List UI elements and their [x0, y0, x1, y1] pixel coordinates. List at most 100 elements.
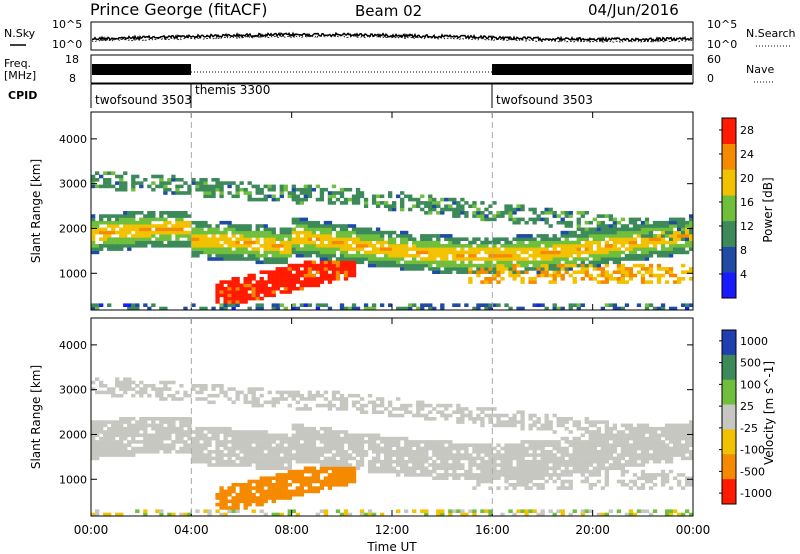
velocity-cell [363, 450, 369, 454]
velocity-cell [303, 489, 309, 494]
power-cell [516, 237, 521, 241]
power-cell [564, 253, 569, 258]
power-cell [303, 267, 309, 271]
velocity-cell [644, 430, 650, 434]
power-cell [564, 257, 569, 261]
power-cell [552, 250, 557, 255]
power-cell [568, 306, 573, 311]
power-cell [247, 230, 252, 235]
velocity-cell [231, 436, 236, 441]
power-cell [115, 187, 120, 192]
velocity-cell [227, 486, 232, 490]
power-cell [492, 247, 497, 251]
power-cell [195, 230, 200, 235]
velocity-cell [207, 430, 212, 434]
power-cell [387, 260, 393, 265]
velocity-cell [400, 446, 405, 451]
power-cell [496, 211, 501, 215]
velocity-cell [255, 446, 260, 451]
velocity-cell [512, 456, 517, 461]
power-cell [512, 217, 517, 222]
power-cell [331, 224, 337, 228]
power-cell [91, 234, 96, 238]
power-cell [424, 247, 429, 251]
velocity-cell [524, 450, 529, 454]
velocity-cell [343, 463, 349, 467]
power-cell [119, 214, 124, 218]
velocity-cell [468, 443, 473, 447]
velocity-cell [231, 483, 236, 487]
power-cell [664, 240, 670, 245]
power-cell [620, 217, 626, 222]
velocity-cell [331, 466, 337, 471]
velocity-cell [347, 440, 353, 444]
power-cell [584, 263, 589, 268]
velocity-cell [668, 436, 674, 441]
velocity-cell [644, 440, 650, 444]
power-cell [520, 270, 525, 274]
velocity-cell [271, 496, 276, 500]
velocity-cell [656, 443, 662, 447]
velocity-cell [516, 476, 521, 480]
power-cell [608, 277, 614, 281]
velocity-cell [448, 466, 453, 471]
velocity-cell [608, 466, 614, 471]
power-cell [359, 234, 365, 238]
velocity-cell [432, 407, 437, 411]
power-cell [91, 178, 96, 182]
power-cell [215, 244, 220, 248]
power-cell [267, 273, 272, 278]
power-cell [632, 273, 638, 278]
power-cell [379, 257, 385, 261]
velocity-cell [684, 476, 690, 480]
power-cell [496, 267, 501, 271]
velocity-cell [624, 436, 630, 441]
power-cell [347, 306, 353, 311]
velocity-cell [259, 479, 264, 484]
power-cell [568, 244, 573, 248]
velocity-cell [440, 456, 445, 461]
velocity-cell [215, 393, 220, 398]
power-cell [664, 224, 670, 228]
velocity-cell [259, 387, 264, 391]
velocity-cell [387, 456, 393, 461]
velocity-cell [568, 479, 573, 484]
velocity-cell [191, 456, 196, 461]
power-cell [375, 227, 381, 232]
power-cell [255, 303, 260, 307]
power-cell [355, 194, 361, 199]
power-cell [588, 263, 593, 268]
velocity-cell [163, 450, 168, 454]
power-cell [408, 263, 413, 268]
velocity-cell [219, 502, 224, 507]
velocity-cell [608, 426, 614, 431]
velocity-cell [672, 426, 678, 431]
power-cell [392, 230, 397, 235]
power-cell [588, 273, 593, 278]
velocity-cell [179, 450, 184, 454]
velocity-cell [680, 453, 686, 457]
power-cell [255, 224, 260, 228]
power-cell [644, 220, 650, 225]
velocity-cell [664, 443, 670, 447]
velocity-cell [684, 423, 690, 428]
power-cell [299, 240, 304, 245]
power-cell [540, 257, 545, 261]
power-cell [688, 214, 694, 218]
power-cell [452, 303, 457, 307]
power-cell [267, 247, 272, 251]
velocity-cell [564, 453, 569, 457]
velocity-cell [404, 443, 409, 447]
power-cell [387, 230, 393, 235]
power-cell [243, 283, 248, 288]
power-cell [231, 253, 236, 258]
power-cell [343, 253, 349, 258]
power-cell [283, 280, 288, 284]
velocity-cell [672, 433, 678, 438]
velocity-cell [335, 440, 341, 444]
velocity-cell [640, 436, 646, 441]
velocity-cell [456, 403, 461, 408]
power-cell [572, 280, 577, 284]
power-cell [159, 214, 164, 218]
power-cell [436, 267, 441, 271]
